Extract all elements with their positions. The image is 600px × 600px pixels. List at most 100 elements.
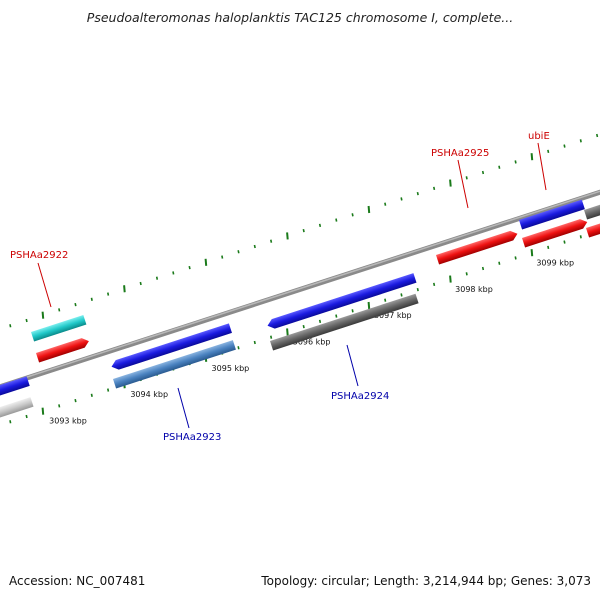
gene-block[interactable]	[584, 200, 600, 220]
upper-tick	[596, 133, 599, 138]
upper-tick	[498, 165, 501, 169]
lower-tick	[400, 293, 403, 297]
lower-tick	[335, 314, 338, 318]
upper-tick	[123, 285, 126, 293]
upper-tick	[530, 153, 534, 161]
upper-tick	[481, 170, 485, 175]
upper-tick	[335, 218, 338, 222]
lower-tick	[384, 298, 387, 302]
lower-tick	[9, 420, 12, 424]
tick-label-3096: 3096 kbp	[293, 337, 331, 346]
upper-tick	[465, 176, 468, 180]
tick-label-3098: 3098 kbp	[455, 285, 493, 294]
upper-tick	[90, 297, 93, 301]
upper-tick	[107, 292, 110, 296]
gene-block[interactable]	[0, 397, 34, 420]
upper-tick	[367, 205, 371, 214]
gene-block[interactable]	[586, 218, 600, 238]
gene-label-PSHAa2925[interactable]: PSHAa2925	[431, 148, 489, 159]
upper-tick	[155, 276, 159, 280]
upper-tick	[188, 265, 191, 270]
gene-label-PSHAa2923[interactable]: PSHAa2923	[163, 432, 221, 443]
lower-tick	[90, 393, 93, 397]
gene-label-PSHAa2924[interactable]: PSHAa2924	[331, 391, 389, 402]
upper-tick	[58, 308, 61, 312]
lower-tick	[579, 235, 582, 239]
lower-tick	[514, 256, 517, 260]
gene-arrow[interactable]	[110, 323, 232, 371]
upper-tick	[221, 255, 224, 259]
upper-tick	[302, 228, 305, 233]
tick-label-3099: 3099 kbp	[536, 259, 574, 268]
upper-tick	[416, 191, 419, 196]
upper-tick	[9, 324, 12, 328]
gene-block[interactable]	[519, 199, 585, 230]
upper-tick	[400, 197, 403, 201]
lower-tick	[107, 388, 110, 392]
upper-tick	[351, 213, 354, 217]
accession-text: Accession: NC_007481	[9, 574, 146, 588]
lower-tick	[270, 335, 273, 339]
lower-tick	[530, 249, 534, 257]
tick-label-3095: 3095 kbp	[212, 364, 250, 373]
lower-tick	[318, 319, 322, 324]
upper-tick	[563, 144, 566, 148]
lower-tick	[253, 340, 256, 345]
gene-arrow-ubiE[interactable]	[522, 217, 589, 248]
lower-tick	[481, 266, 485, 271]
gene-block-PSHAa2924[interactable]	[270, 293, 419, 351]
lower-tick	[237, 346, 240, 350]
upper-tick-row	[9, 133, 599, 328]
chromosome-backbone	[0, 189, 600, 390]
upper-tick	[139, 281, 142, 286]
upper-tick	[172, 271, 175, 275]
gene-label-PSHAa2922[interactable]: PSHAa2922	[10, 250, 68, 261]
lower-tick	[563, 240, 566, 244]
lower-tick	[25, 414, 28, 419]
upper-tick	[579, 139, 582, 143]
gene-block[interactable]	[0, 376, 30, 398]
upper-tick	[286, 232, 289, 240]
lower-tick	[465, 272, 468, 276]
lower-tick	[449, 275, 452, 283]
lower-tick-row	[9, 229, 599, 424]
gene-block-PSHAa2923[interactable]	[113, 340, 236, 389]
gene-arrow-PSHAa2925[interactable]	[436, 229, 519, 265]
gene-arrow[interactable]	[266, 273, 417, 330]
lower-tick	[416, 287, 419, 292]
gene-block[interactable]	[30, 315, 87, 342]
upper-tick	[270, 239, 273, 243]
upper-tick	[547, 149, 550, 154]
upper-tick	[74, 302, 77, 307]
gene-blocks	[0, 199, 600, 420]
upper-tick	[514, 160, 517, 164]
lower-tick	[58, 404, 61, 408]
upper-tick	[204, 258, 208, 266]
lower-tick	[74, 398, 77, 403]
tick-labels: 3093 kbp 3094 kbp 3095 kbp 3096 kbp 3097 kbp…	[49, 259, 574, 426]
upper-tick	[253, 244, 256, 249]
tick-label-3094: 3094 kbp	[130, 390, 168, 399]
lower-tick	[41, 407, 45, 415]
lower-tick	[367, 301, 371, 310]
upper-tick	[433, 186, 436, 191]
lower-tick	[433, 282, 436, 287]
chromosome-backbone-highlight	[0, 190, 600, 387]
gene-label-ubiE[interactable]: ubiE	[528, 131, 550, 142]
upper-tick	[25, 318, 28, 323]
upper-tick	[318, 223, 322, 228]
label-leaders	[37, 142, 547, 429]
upper-tick	[449, 179, 452, 187]
lower-tick	[498, 261, 501, 265]
map-title: Pseudoalteromonas haloplanktis TAC125 ch…	[86, 10, 514, 25]
upper-tick	[41, 311, 45, 319]
tick-label-3097: 3097 kbp	[374, 311, 412, 320]
lower-tick	[302, 324, 305, 329]
upper-tick	[384, 202, 387, 206]
upper-tick	[237, 250, 240, 254]
gene-arrow-PSHAa2922[interactable]	[36, 336, 90, 363]
genome-summary-text: Topology: circular; Length: 3,214,944 bp…	[261, 574, 591, 588]
lower-tick	[351, 309, 354, 313]
lower-tick	[286, 328, 289, 336]
